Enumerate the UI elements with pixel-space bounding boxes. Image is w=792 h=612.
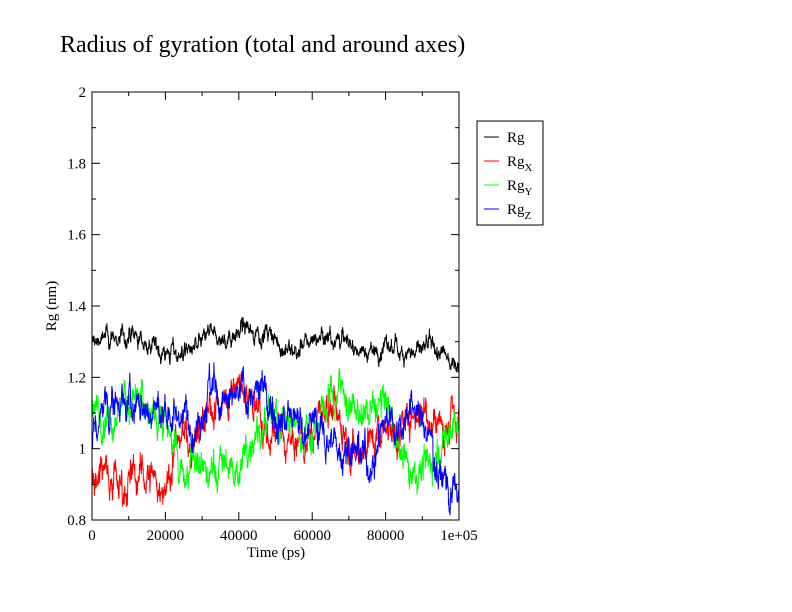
y-tick-label: 1.6: [67, 228, 86, 244]
x-tick-label: 1e+05: [440, 528, 478, 544]
y-tick-label: 2: [79, 85, 87, 101]
legend-label-rg: Rg: [507, 130, 525, 146]
series-line-rgz: [91, 362, 460, 516]
y-tick-label: 1.8: [67, 156, 86, 172]
x-axis-label: Time (ps): [247, 545, 305, 561]
legend-label-rgy: RgY: [507, 178, 533, 198]
legend-box: [476, 120, 544, 226]
series-line-rg: [91, 316, 460, 373]
chart-title: Radius of gyration (total and around axe…: [60, 32, 465, 58]
y-tick-label: 0.8: [67, 513, 86, 529]
legend-label-rgx: RgX: [507, 154, 533, 174]
y-tick-label: 1.4: [67, 299, 86, 315]
x-tick-label: 60000: [293, 528, 331, 544]
y-axis-label: Rg (nm): [44, 281, 60, 331]
x-tick-label: 40000: [220, 528, 258, 544]
x-tick-label: 0: [88, 528, 96, 544]
legend: Rg RgX RgY RgZ: [476, 120, 544, 226]
series-line-rgx: [91, 373, 460, 508]
x-tick-label: 80000: [367, 528, 405, 544]
plot-frame: [91, 91, 460, 521]
legend-label-rgz: RgZ: [507, 202, 532, 222]
plot-lines: [91, 316, 460, 516]
x-tick-label: 20000: [147, 528, 185, 544]
axis-ticks: 0 20000 40000 60000 80000 1e+05 0.8 1 1.2 1.4 1.6 1…: [67, 85, 478, 544]
y-tick-label: 1: [79, 442, 87, 458]
y-tick-label: 1.2: [67, 370, 86, 386]
